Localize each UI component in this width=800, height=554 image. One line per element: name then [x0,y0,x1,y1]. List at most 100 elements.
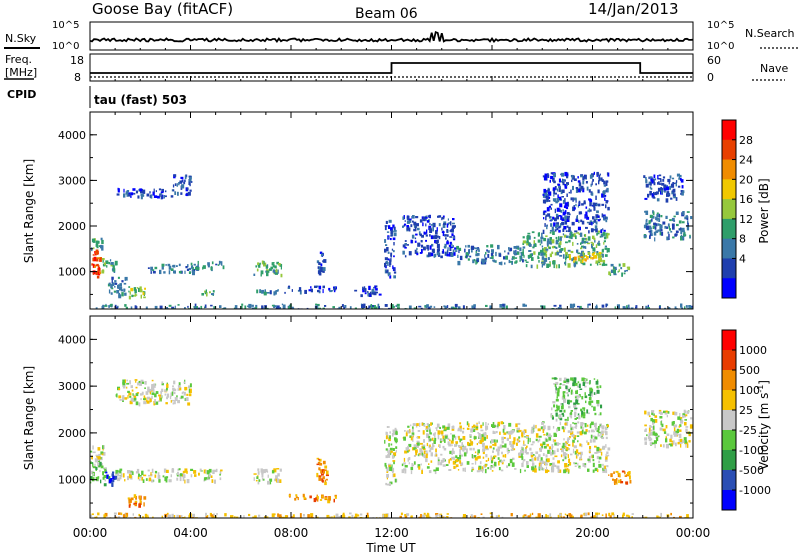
data-cell [138,402,141,407]
velocity-range-axis-label: Slant Range [km] [22,366,36,470]
power-range-axis-label: Slant Range [km] [22,159,36,263]
data-cell [155,401,159,405]
data-cell [558,236,560,241]
data-cell [331,516,333,518]
data-cell [96,257,100,259]
data-cell [684,306,686,309]
data-cell [506,437,509,441]
data-cell [412,423,416,426]
velocity-colorbar-tick-label: -500 [739,464,764,477]
data-cell [563,234,567,238]
data-cell [460,438,463,441]
data-cell [541,461,545,464]
data-cell [307,514,310,518]
data-cell [551,448,553,450]
data-cell [650,177,653,181]
data-cell [524,469,526,472]
data-cell [679,417,683,419]
data-cell [100,479,102,484]
data-cell [214,479,216,484]
data-cell [554,252,557,256]
data-cell [523,304,527,307]
data-cell [497,451,500,456]
data-cell [658,181,660,185]
data-cell [99,464,103,467]
data-cell [557,514,560,518]
data-cell [562,219,565,222]
data-cell [583,431,587,435]
data-cell [403,436,406,441]
data-cell [655,223,658,227]
data-cell [520,446,523,450]
data-cell [269,268,272,271]
data-cell [261,477,264,481]
data-cell [565,385,568,389]
data-cell [426,220,429,223]
data-cell [430,224,434,226]
data-cell [163,468,167,473]
data-cell [493,464,495,469]
data-cell [474,451,477,454]
data-cell [150,194,153,199]
data-cell [442,224,446,228]
data-cell [542,175,545,178]
data-cell [170,400,172,403]
data-cell [492,430,495,434]
data-cell [567,416,569,421]
data-cell [295,496,298,499]
data-cell [385,435,388,440]
data-cell [527,437,529,442]
data-cell [115,394,117,397]
data-cell [555,246,558,249]
data-cell [90,476,93,481]
data-cell [584,385,587,388]
data-cell [547,469,550,472]
data-cell [565,456,567,460]
data-cell [184,387,187,391]
data-cell [586,381,589,384]
data-cell [154,474,157,478]
data-cell [542,453,545,456]
data-cell [594,425,597,430]
data-cell [558,178,561,183]
data-cell [585,211,588,216]
data-cell [674,306,677,309]
data-cell [95,476,99,481]
data-cell [547,188,550,192]
data-cell [605,180,609,183]
data-cell [420,244,424,248]
data-cell [447,423,451,428]
data-cell [384,262,387,268]
data-cell [457,260,461,266]
data-cell [103,475,107,479]
data-cell [100,245,102,249]
data-cell [253,473,257,475]
data-cell [150,271,152,274]
data-cell [659,427,663,431]
data-cell [455,441,458,444]
data-cell [684,440,688,445]
data-cell [494,442,497,447]
data-cell [653,197,656,199]
data-cell [569,303,573,308]
data-cell [179,473,183,475]
data-cell [501,436,504,441]
data-cell [561,396,564,400]
data-cell [386,467,389,472]
data-cell [206,292,208,297]
power-colorbar-swatch [722,120,736,141]
data-cell [652,431,656,436]
data-cell [257,471,260,475]
data-cell [276,480,278,483]
data-cell [277,269,279,274]
data-cell [659,516,661,518]
data-cell [545,466,548,470]
data-cell [393,431,395,435]
data-cell [546,432,549,436]
data-cell [278,514,282,518]
data-cell [386,483,390,486]
data-cell [556,215,559,220]
data-cell [274,290,277,295]
data-cell [564,216,567,221]
data-cell [595,218,598,220]
